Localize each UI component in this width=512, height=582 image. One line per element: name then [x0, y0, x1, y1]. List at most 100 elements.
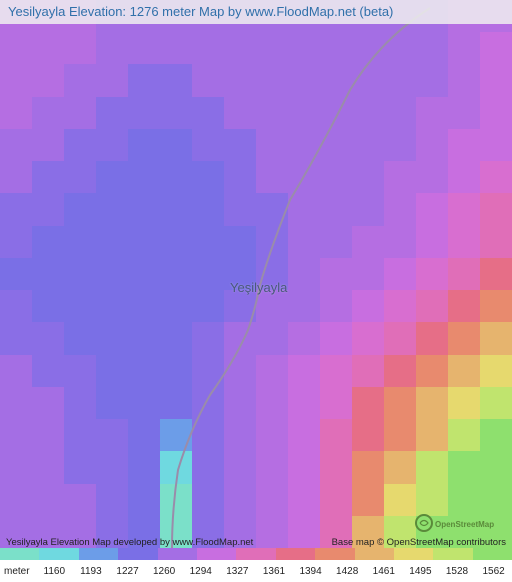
elevation-cell — [96, 161, 128, 193]
elevation-cell — [448, 258, 480, 290]
elevation-cell — [0, 355, 32, 387]
elevation-cell — [384, 193, 416, 225]
elevation-cell — [448, 97, 480, 129]
elevation-cell — [128, 451, 160, 483]
elevation-cell — [32, 161, 64, 193]
elevation-cell — [352, 387, 384, 419]
attribution-bar: Yesilyayla Elevation Map developed by ww… — [0, 534, 512, 548]
elevation-cell — [416, 322, 448, 354]
elevation-cell — [32, 355, 64, 387]
elevation-cell — [384, 64, 416, 96]
elevation-cell — [64, 419, 96, 451]
place-label: Yeşilyayla — [230, 280, 287, 295]
legend-tick: 1294 — [182, 566, 219, 577]
elevation-cell — [96, 193, 128, 225]
legend-swatch — [433, 548, 472, 560]
legend-tick: 1227 — [109, 566, 146, 577]
legend-swatch — [473, 548, 512, 560]
elevation-cell — [0, 451, 32, 483]
elevation-cell — [224, 484, 256, 516]
elevation-cell — [0, 387, 32, 419]
elevation-cell — [256, 226, 288, 258]
elevation-cell — [224, 32, 256, 64]
elevation-cell — [0, 484, 32, 516]
elevation-cell — [160, 258, 192, 290]
elevation-cell — [352, 129, 384, 161]
elevation-cell — [288, 161, 320, 193]
elevation-cell — [96, 258, 128, 290]
elevation-cell — [224, 64, 256, 96]
elevation-cell — [64, 64, 96, 96]
elevation-cell — [96, 129, 128, 161]
elevation-cell — [0, 322, 32, 354]
elevation-cell — [480, 97, 512, 129]
elevation-cell — [448, 355, 480, 387]
elevation-cell — [384, 97, 416, 129]
elevation-cell — [416, 290, 448, 322]
elevation-cell — [64, 387, 96, 419]
elevation-cell — [448, 322, 480, 354]
elevation-cell — [128, 64, 160, 96]
elevation-cell — [384, 290, 416, 322]
elevation-cell — [480, 64, 512, 96]
elevation-cell — [352, 419, 384, 451]
elevation-cell — [256, 97, 288, 129]
elevation-cell — [448, 226, 480, 258]
elevation-cell — [288, 226, 320, 258]
elevation-cell — [192, 355, 224, 387]
title-text: Yesilyayla Elevation: 1276 meter Map by … — [8, 4, 393, 19]
elevation-cell — [32, 451, 64, 483]
elevation-cell — [416, 129, 448, 161]
elevation-cell — [448, 129, 480, 161]
elevation-cell — [192, 32, 224, 64]
elevation-cell — [32, 322, 64, 354]
elevation-cell — [224, 355, 256, 387]
elevation-cell — [448, 32, 480, 64]
elevation-cell — [160, 193, 192, 225]
elevation-cell — [64, 129, 96, 161]
elevation-legend: meter 1160119312271260129413271361139414… — [0, 548, 512, 582]
osm-logo-text: OpenStreetMap — [435, 520, 494, 529]
elevation-cell — [288, 387, 320, 419]
elevation-cell — [64, 290, 96, 322]
elevation-cell — [384, 226, 416, 258]
legend-tick: 1327 — [219, 566, 256, 577]
elevation-cell — [160, 64, 192, 96]
elevation-cell — [384, 387, 416, 419]
elevation-cell — [160, 387, 192, 419]
elevation-cell — [0, 258, 32, 290]
elevation-cell — [256, 32, 288, 64]
elevation-cell — [480, 484, 512, 516]
elevation-cell — [288, 129, 320, 161]
elevation-cell — [96, 355, 128, 387]
elevation-cell — [160, 32, 192, 64]
elevation-cell — [32, 97, 64, 129]
elevation-cell — [32, 387, 64, 419]
elevation-cell — [288, 32, 320, 64]
elevation-cell — [320, 226, 352, 258]
elevation-cell — [448, 193, 480, 225]
elevation-cell — [416, 226, 448, 258]
elevation-cell — [64, 322, 96, 354]
elevation-cell — [64, 97, 96, 129]
elevation-cell — [128, 484, 160, 516]
elevation-cell — [0, 32, 32, 64]
legend-swatch — [158, 548, 197, 560]
elevation-cell — [256, 193, 288, 225]
elevation-cell — [320, 355, 352, 387]
legend-swatch — [0, 548, 39, 560]
legend-swatch — [236, 548, 275, 560]
elevation-cell — [224, 129, 256, 161]
elevation-cell — [352, 355, 384, 387]
elevation-cell — [416, 451, 448, 483]
elevation-cell — [192, 419, 224, 451]
elevation-cell — [0, 64, 32, 96]
legend-swatch — [197, 548, 236, 560]
elevation-cell — [288, 193, 320, 225]
elevation-cell — [320, 32, 352, 64]
elevation-cell — [448, 290, 480, 322]
elevation-cell — [192, 64, 224, 96]
elevation-cell — [32, 32, 64, 64]
elevation-cell — [224, 419, 256, 451]
legend-colorbar — [0, 548, 512, 560]
